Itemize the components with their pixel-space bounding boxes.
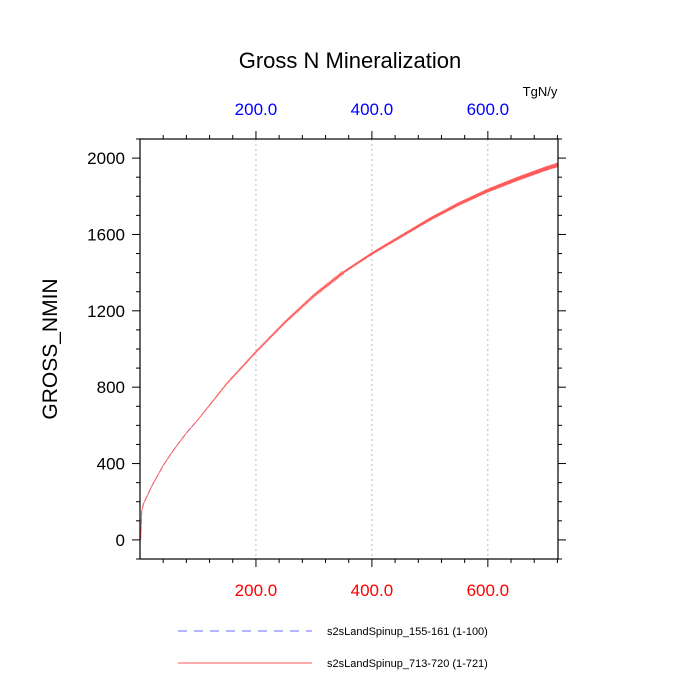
y-tick-label: 400 bbox=[97, 455, 125, 474]
x-top-tick-label: 600.0 bbox=[467, 100, 510, 119]
y-tick-label: 0 bbox=[116, 531, 125, 550]
plot-frame bbox=[139, 138, 559, 560]
units-label: TgN/y bbox=[523, 84, 558, 99]
legend-label-2: s2sLandSpinup_713-720 (1-721) bbox=[327, 658, 488, 670]
y-axis-label: GROSS_NMIN bbox=[39, 278, 62, 419]
y-tick-label: 2000 bbox=[87, 149, 125, 168]
x-tick-label: 600.0 bbox=[467, 581, 510, 600]
series-line-2 bbox=[140, 162, 559, 540]
chart-title: Gross N Mineralization bbox=[239, 48, 462, 73]
grid-lines bbox=[255, 139, 489, 559]
y-tick-label: 800 bbox=[97, 378, 125, 397]
x-top-tick-label: 400.0 bbox=[351, 100, 394, 119]
y-tick-label: 1200 bbox=[87, 302, 125, 321]
series-line-1 bbox=[140, 419, 199, 540]
x-top-tick-label: 200.0 bbox=[235, 100, 278, 119]
x-tick-label: 400.0 bbox=[351, 581, 394, 600]
y-tick-label: 1600 bbox=[87, 225, 125, 244]
legend-label-1: s2sLandSpinup_155-161 (1-100) bbox=[327, 626, 488, 638]
x-tick-label: 200.0 bbox=[235, 581, 278, 600]
legend: s2sLandSpinup_155-161 (1-100) s2sLandSpin… bbox=[178, 626, 488, 670]
series-layer bbox=[140, 162, 559, 540]
tick-layer: 200.0 200.0 400.0 400.0 600.0 600.0 0 400 800 120… bbox=[87, 100, 566, 600]
